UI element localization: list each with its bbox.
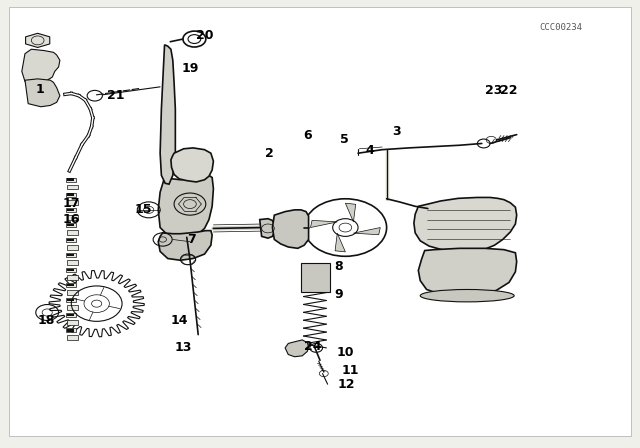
Polygon shape [260, 219, 275, 238]
Text: 7: 7 [188, 233, 196, 246]
Text: 21: 21 [107, 89, 124, 102]
Bar [67, 290, 77, 295]
Bar [65, 313, 76, 317]
Polygon shape [158, 231, 212, 260]
Bar [67, 200, 77, 205]
Bar [67, 314, 74, 316]
Polygon shape [346, 203, 356, 222]
Text: CCC00234: CCC00234 [540, 22, 582, 32]
Polygon shape [353, 228, 380, 235]
Bar [67, 245, 77, 250]
Text: 17: 17 [63, 197, 80, 210]
Bar [65, 253, 76, 257]
Polygon shape [171, 148, 213, 182]
Polygon shape [49, 271, 144, 337]
Bar [65, 177, 76, 182]
Polygon shape [158, 175, 213, 237]
Polygon shape [310, 220, 337, 228]
Bar [65, 238, 76, 242]
Text: 9: 9 [335, 289, 343, 302]
Bar [67, 320, 77, 325]
Bar [67, 284, 74, 286]
Text: 20: 20 [196, 30, 213, 43]
Text: 18: 18 [37, 314, 54, 327]
Polygon shape [285, 340, 308, 357]
Text: 14: 14 [170, 314, 188, 327]
Text: 22: 22 [500, 84, 518, 97]
Text: 15: 15 [135, 203, 152, 216]
Bar [65, 268, 76, 272]
Polygon shape [25, 79, 60, 107]
Text: 13: 13 [175, 341, 192, 354]
Text: 11: 11 [342, 363, 359, 376]
Polygon shape [26, 33, 50, 47]
Polygon shape [419, 248, 516, 296]
Text: 8: 8 [335, 259, 343, 272]
Text: 24: 24 [303, 340, 321, 353]
Bar [67, 185, 77, 190]
Bar [65, 283, 76, 287]
Polygon shape [335, 233, 346, 252]
Bar [67, 299, 74, 302]
Bar [67, 306, 77, 310]
Polygon shape [414, 198, 516, 251]
Bar [67, 208, 74, 211]
Ellipse shape [420, 289, 514, 302]
Text: 23: 23 [485, 84, 502, 97]
Text: 4: 4 [365, 145, 374, 158]
Polygon shape [160, 45, 175, 184]
Bar [65, 328, 76, 332]
Text: 1: 1 [35, 82, 44, 95]
Text: 19: 19 [181, 62, 198, 75]
Text: 12: 12 [338, 378, 355, 391]
Polygon shape [273, 210, 308, 248]
Polygon shape [22, 49, 60, 85]
Bar [67, 336, 77, 340]
Bar [65, 207, 76, 212]
Bar [67, 224, 74, 226]
Bar [65, 298, 76, 302]
Bar [67, 329, 74, 332]
Bar [67, 276, 77, 280]
Text: 16: 16 [63, 213, 80, 226]
Bar [67, 269, 74, 271]
Text: 3: 3 [392, 125, 401, 138]
Bar [67, 230, 77, 235]
Bar [67, 260, 77, 265]
Bar [67, 194, 74, 196]
Bar [65, 223, 76, 227]
Text: 2: 2 [265, 146, 274, 159]
Text: 6: 6 [303, 129, 312, 142]
Bar [67, 254, 74, 256]
Bar [301, 263, 330, 292]
Text: 10: 10 [337, 346, 354, 359]
Text: 5: 5 [340, 134, 349, 146]
Bar [67, 215, 77, 220]
Bar [67, 239, 74, 241]
Bar [65, 193, 76, 197]
Bar [67, 178, 74, 181]
